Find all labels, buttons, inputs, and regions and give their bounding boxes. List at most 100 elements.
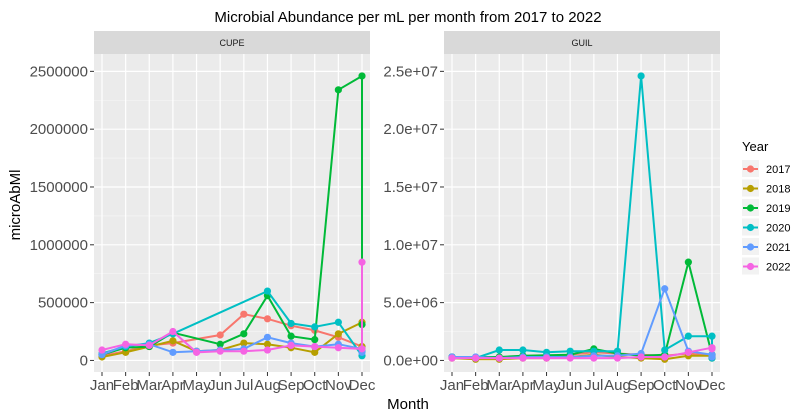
- x-tick-label: Jun: [208, 377, 232, 394]
- legend-key-point: [746, 262, 755, 271]
- y-tick-label: 2.5e+07: [383, 63, 438, 80]
- data-point-2022: [613, 354, 622, 362]
- y-tick-label: 5.0e+06: [383, 295, 438, 312]
- x-tick-label: Feb: [113, 377, 139, 394]
- x-tick-label: Jan: [440, 377, 464, 394]
- data-point-2022: [311, 342, 319, 351]
- data-point-2019: [684, 258, 692, 266]
- legend-item-2018: 2018: [742, 179, 790, 197]
- facet-strip: [94, 31, 370, 54]
- legend-item-2017: 2017: [742, 160, 790, 177]
- data-point-2022: [145, 341, 153, 350]
- data-point-2019: [311, 336, 319, 344]
- data-point-2022: [590, 354, 598, 362]
- y-tick-label: 0: [80, 352, 88, 369]
- legend-item-2021: 2021: [742, 238, 790, 255]
- x-tick-label: Apr: [511, 377, 534, 394]
- series-group: [98, 72, 366, 361]
- y-tick-label: 0.0e+00: [383, 352, 438, 369]
- facet-strip: [444, 31, 720, 54]
- y-tick-label: 2000000: [30, 121, 88, 138]
- data-point-2018: [334, 330, 342, 338]
- data-point-2022: [566, 354, 574, 362]
- data-point-2022: [240, 347, 248, 355]
- x-tick-label: Sep: [628, 377, 655, 394]
- y-tick-label: 2500000: [30, 63, 88, 80]
- x-tick-label: Aug: [254, 377, 281, 394]
- x-tick-label: Jun: [558, 377, 582, 394]
- data-point-2022: [98, 346, 106, 354]
- data-point-2018: [169, 337, 177, 345]
- data-point-2022: [708, 345, 716, 353]
- data-point-2022: [334, 344, 342, 352]
- legend-label: 2020: [766, 223, 790, 235]
- data-point-2020: [708, 332, 716, 340]
- data-point-2018: [263, 340, 272, 348]
- y-axis-label: microAbMl: [7, 170, 24, 241]
- data-point-2020: [684, 332, 692, 340]
- panel-guil: 0.0e+00 5.0e+06 1.0e+07 1.5e+07 2.0e+07 2.5e+…: [383, 31, 726, 394]
- y-tick-label: 1500000: [30, 179, 88, 196]
- data-point-2020: [519, 346, 527, 354]
- data-point-2018: [311, 348, 319, 356]
- data-point-2019: [358, 72, 366, 80]
- x-tick-label: Sep: [278, 377, 305, 394]
- data-point-2022: [448, 354, 456, 362]
- data-point-2022: [263, 346, 272, 354]
- data-point-2019: [287, 332, 295, 340]
- x-tick-label: Jul: [584, 377, 603, 394]
- data-point-2020: [287, 319, 295, 328]
- data-point-2021: [661, 285, 669, 293]
- legend-key-point: [746, 204, 755, 212]
- legend-label: 2018: [766, 184, 790, 196]
- data-point-2021: [169, 348, 177, 356]
- data-point-2020: [311, 323, 319, 331]
- data-point-2022: [661, 353, 669, 361]
- legend-item-2022: 2022: [742, 257, 790, 275]
- panel-cupe: 0 500000 1000000 1500000 2000000 2500000 JanFe…: [30, 31, 376, 394]
- data-point-2022: [216, 347, 224, 355]
- data-point-2019: [216, 340, 224, 348]
- series-group: [448, 72, 716, 363]
- y-tick-label: 500000: [38, 295, 88, 312]
- x-tick-label: Oct: [653, 377, 677, 394]
- data-point-2022: [495, 354, 503, 362]
- data-point-2017: [263, 315, 272, 323]
- legend-label: 2022: [766, 262, 790, 274]
- panel-background: [94, 54, 370, 372]
- legend-item-2019: 2019: [742, 199, 790, 216]
- x-tick-label: Jul: [234, 377, 253, 394]
- data-point-2022: [472, 354, 480, 362]
- x-tick-label: Apr: [161, 377, 184, 394]
- legend-item-2020: 2020: [742, 218, 790, 236]
- x-tick-label: Mar: [486, 377, 512, 394]
- data-point-2022: [637, 353, 645, 361]
- y-tick-label: 1.5e+07: [383, 179, 438, 196]
- legend-key-point: [746, 243, 755, 251]
- x-axis-label: Month: [387, 396, 429, 413]
- legend-title: Year: [742, 139, 769, 154]
- data-point-2020: [263, 287, 272, 295]
- data-point-2020: [566, 347, 574, 355]
- y-tick-label: 1.0e+07: [383, 237, 438, 254]
- data-point-2019: [240, 330, 248, 338]
- x-tick-label: Nov: [675, 377, 702, 394]
- data-point-2020: [334, 318, 342, 326]
- x-tick-label: Feb: [463, 377, 489, 394]
- data-point-2022: [192, 348, 201, 356]
- y-tick-label: 1000000: [30, 237, 88, 254]
- legend-label: 2019: [766, 203, 790, 215]
- legend-label: 2021: [766, 242, 790, 254]
- x-tick-label: Oct: [303, 377, 327, 394]
- x-tick-label: Nov: [325, 377, 352, 394]
- legend-key-point: [746, 184, 755, 193]
- x-tick-label: May: [182, 377, 211, 394]
- series-line-2019: [101, 74, 363, 356]
- data-point-2022: [169, 327, 177, 336]
- legend-key-point: [746, 223, 755, 232]
- facet-strip-label: GUIL: [571, 38, 592, 48]
- x-tick-label: Aug: [604, 377, 631, 394]
- data-point-2019: [334, 86, 342, 94]
- data-point-2020: [661, 346, 669, 354]
